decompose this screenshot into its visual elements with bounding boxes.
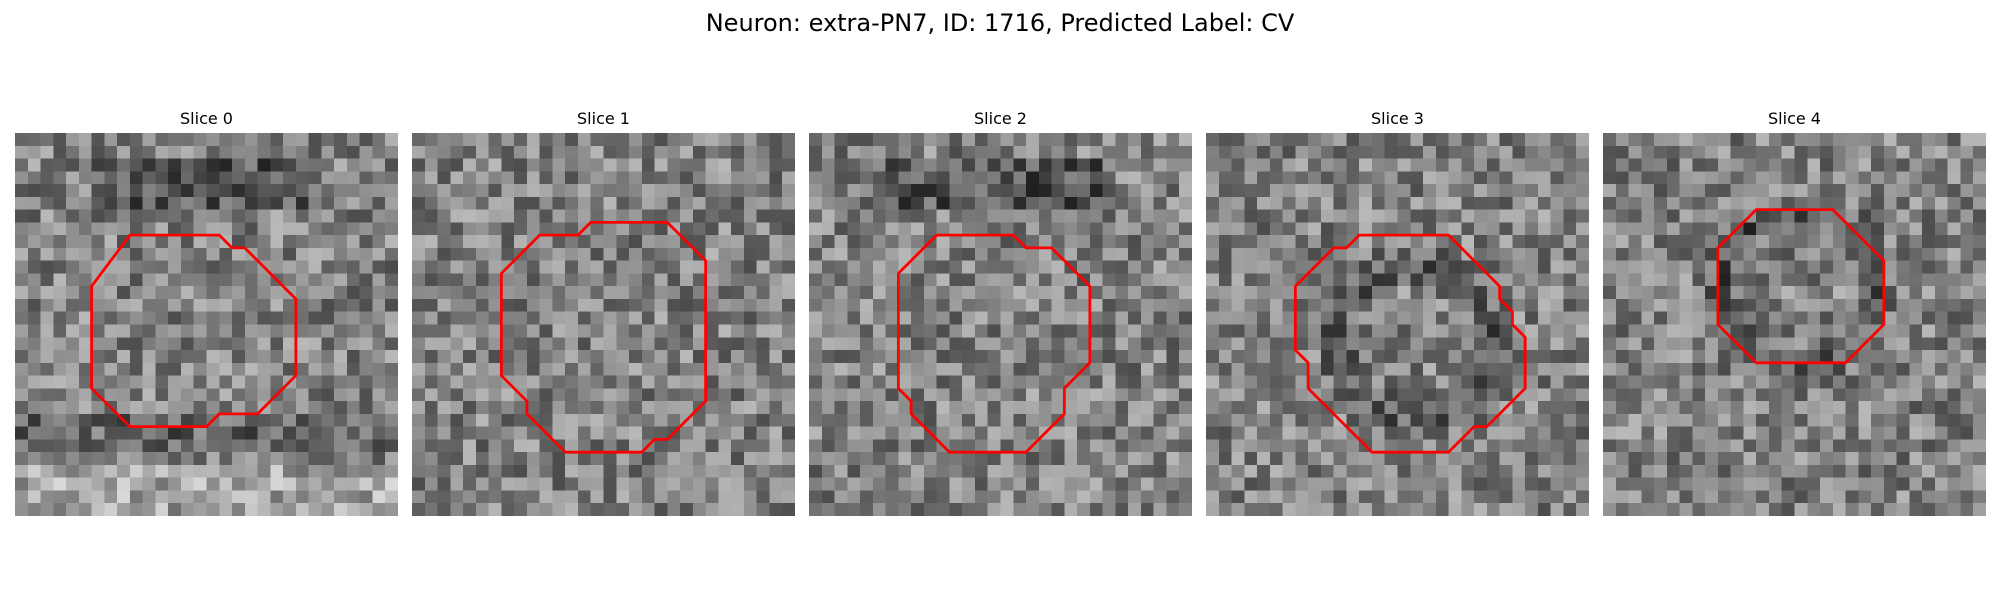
slice-image [15,133,398,516]
slice-panel-0: Slice 0 [15,108,398,516]
slice-title: Slice 4 [1768,109,1821,128]
slice-image [1206,133,1589,516]
slice-panel-3: Slice 3 [1206,108,1589,516]
slice-title: Slice 3 [1371,109,1424,128]
slice-image [412,133,795,516]
slice-title: Slice 2 [974,109,1027,128]
slice-title: Slice 1 [577,109,630,128]
roi-contour [90,233,298,429]
roi-contour [1293,233,1527,454]
slice-title: Slice 0 [180,109,233,128]
slice-image [809,133,1192,516]
slice-panel-2: Slice 2 [809,108,1192,516]
slice-panel-4: Slice 4 [1603,108,1986,516]
slice-image [1603,133,1986,516]
slice-panel-1: Slice 1 [412,108,795,516]
roi-contour [1716,208,1886,365]
figure-title: Neuron: extra-PN7, ID: 1716, Predicted L… [705,9,1295,37]
roi-contour [499,220,708,454]
roi-contour [896,233,1092,454]
